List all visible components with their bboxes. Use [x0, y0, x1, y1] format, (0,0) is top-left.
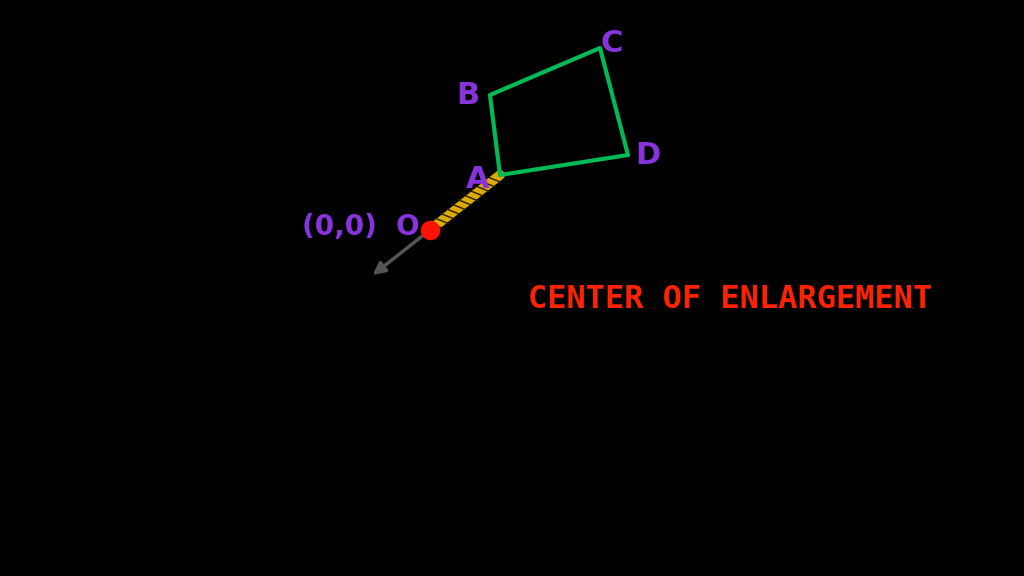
Text: B: B: [457, 81, 479, 109]
Text: D: D: [635, 141, 660, 169]
Text: CENTER OF ENLARGEMENT: CENTER OF ENLARGEMENT: [528, 285, 932, 316]
Text: C: C: [601, 28, 624, 58]
Text: (0,0)  O: (0,0) O: [301, 213, 419, 241]
Text: A: A: [466, 165, 489, 195]
